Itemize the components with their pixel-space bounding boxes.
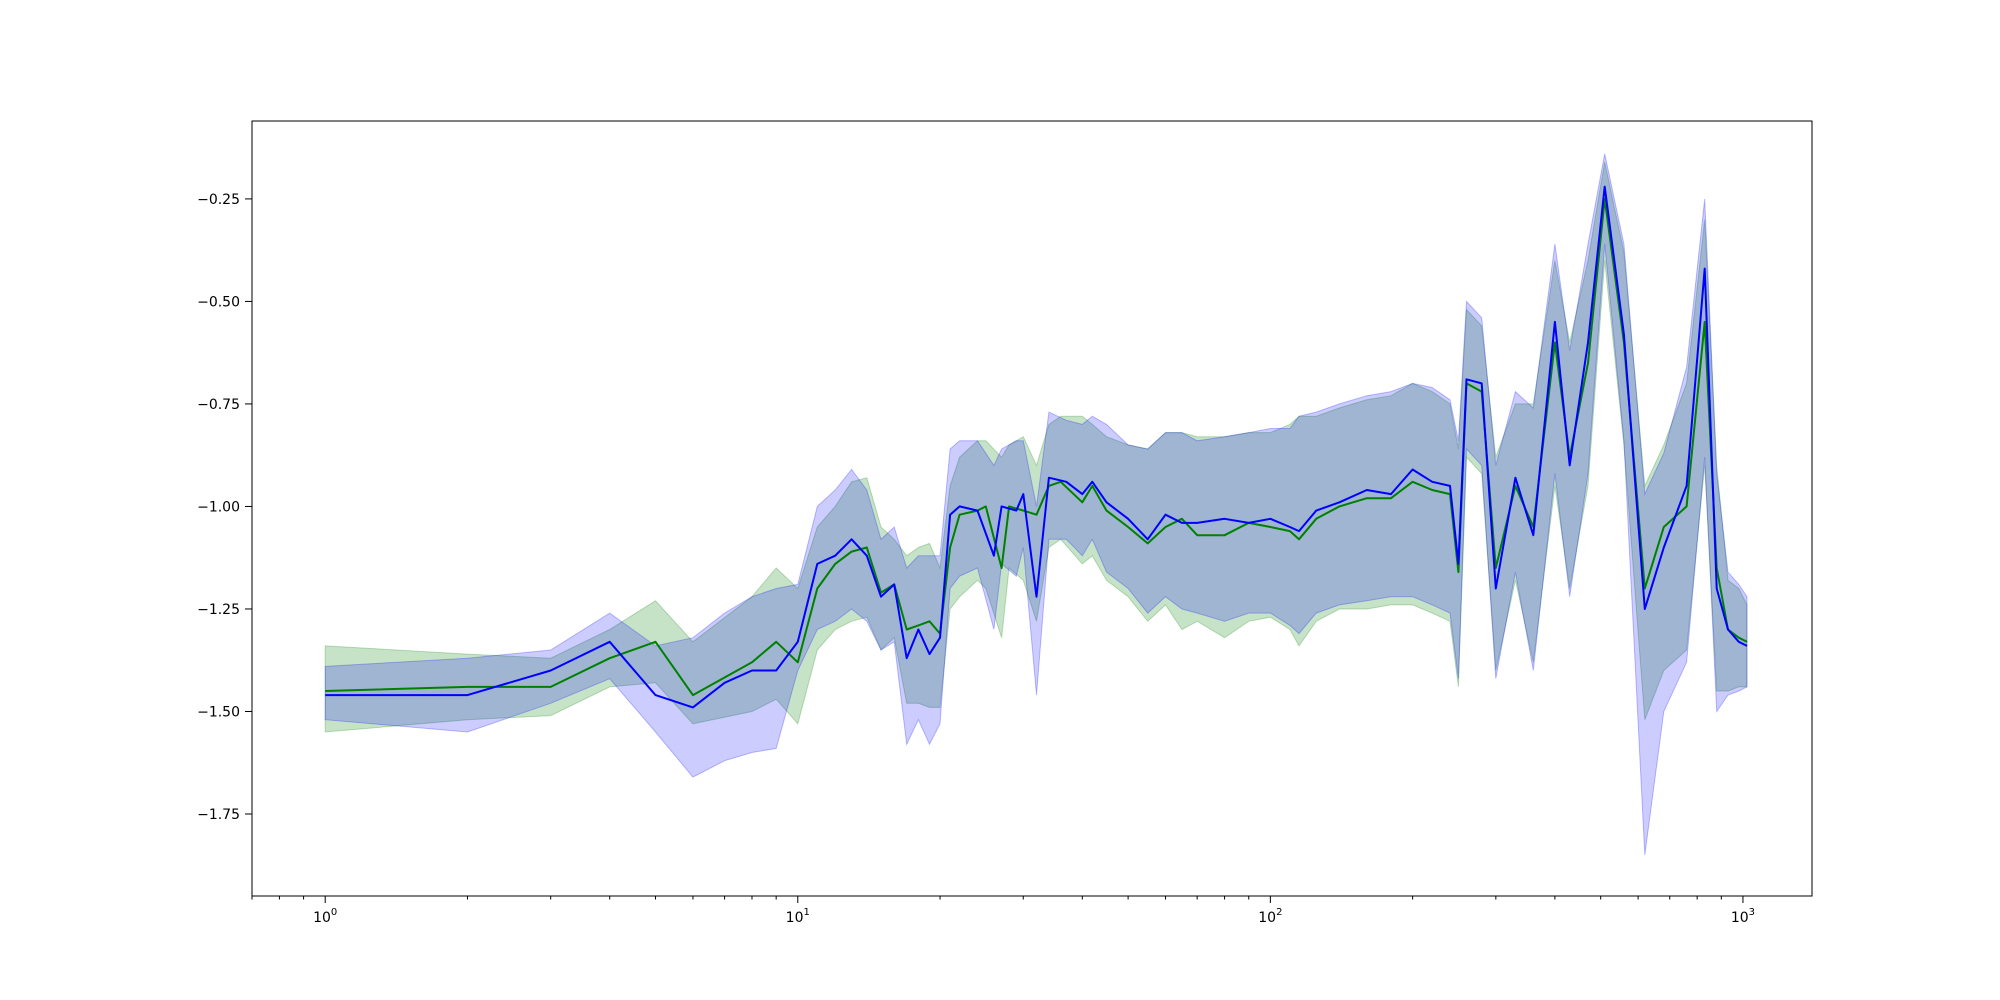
y-tick-label: −1.75 [197, 807, 240, 823]
y-tick-label: −1.00 [197, 499, 240, 515]
x-tick-label: 100 [313, 907, 337, 926]
series-2-band [324, 153, 1748, 856]
y-tick-label: −1.25 [197, 602, 240, 618]
series-lines [325, 185, 1748, 709]
y-axis: −0.25 −0.50 −0.75 −1.00 −1.25 −1.50 −1.75 [197, 192, 252, 823]
y-tick-label: −0.25 [197, 192, 240, 208]
x-tick-label: 101 [786, 907, 810, 926]
y-tick-label: −0.75 [197, 397, 240, 413]
y-tick-label: −0.50 [197, 294, 240, 310]
series-1-band [324, 161, 1748, 733]
confidence-bands [324, 153, 1748, 856]
x-tick-label: 103 [1731, 907, 1755, 926]
series-2-line [325, 185, 1748, 709]
plot-frame [251, 120, 1813, 897]
y-tick-label: −1.50 [197, 704, 240, 720]
x-axis: 100 101 102 103 [251, 896, 1755, 926]
x-tick-label: 102 [1258, 907, 1282, 926]
